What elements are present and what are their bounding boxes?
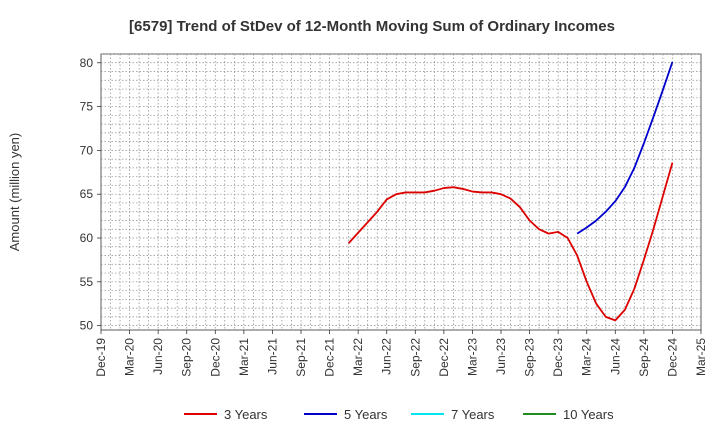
x-tick-label: Sep-23: [523, 338, 537, 377]
x-tick-label: Sep-24: [637, 338, 651, 377]
y-tick-label: 55: [80, 275, 94, 289]
x-tick-label: Mar-22: [351, 338, 365, 376]
x-tick-label: Mar-23: [465, 338, 479, 376]
series-line: [347, 162, 674, 322]
x-tick-label: Dec-19: [94, 338, 108, 377]
y-axis-ticks: 50 55 60 65 70 75 80: [80, 56, 101, 333]
x-tick-label: Mar-20: [123, 338, 137, 376]
x-tick-label: Mar-24: [580, 338, 594, 376]
y-tick-label: 75: [80, 100, 94, 114]
y-tick-label: 60: [80, 231, 94, 245]
legend-label: 5 Years: [344, 407, 388, 422]
x-tick-label: Mar-25: [694, 338, 708, 376]
chart-title: [6579] Trend of StDev of 12-Month Moving…: [129, 18, 615, 35]
x-tick-label: Dec-20: [208, 338, 222, 377]
plot-area: [100, 53, 702, 331]
y-axis-label: Amount (million yen): [7, 133, 22, 252]
x-tick-label: Dec-21: [323, 338, 337, 377]
legend: 3 Years 5 Years 7 Years 10 Years: [184, 407, 614, 422]
x-tick-label: Jun-23: [494, 338, 508, 375]
x-axis-ticks: Dec-19 Mar-20 Jun-20 Sep-20 Dec-20 Mar-21 Jun-…: [94, 330, 708, 377]
x-tick-label: Jun-22: [380, 338, 394, 375]
grid: [101, 53, 701, 330]
legend-label: 3 Years: [224, 407, 268, 422]
x-tick-label: Jun-24: [608, 338, 622, 375]
x-tick-label: Jun-21: [265, 338, 279, 375]
y-tick-label: 70: [80, 143, 94, 157]
x-tick-label: Dec-23: [551, 338, 565, 377]
y-tick-label: 50: [80, 319, 94, 333]
x-tick-label: Sep-22: [408, 338, 422, 377]
x-tick-label: Jun-20: [151, 338, 165, 375]
y-tick-label: 80: [80, 56, 94, 70]
x-tick-label: Dec-24: [665, 338, 679, 377]
x-tick-label: Sep-21: [294, 338, 308, 377]
series-line: [576, 61, 674, 235]
x-tick-label: Mar-21: [237, 338, 251, 376]
x-tick-label: Dec-22: [437, 338, 451, 377]
legend-label: 7 Years: [451, 407, 495, 422]
y-tick-label: 65: [80, 187, 94, 201]
x-tick-label: Sep-20: [180, 338, 194, 377]
series-lines: [347, 61, 674, 322]
legend-label: 10 Years: [563, 407, 614, 422]
